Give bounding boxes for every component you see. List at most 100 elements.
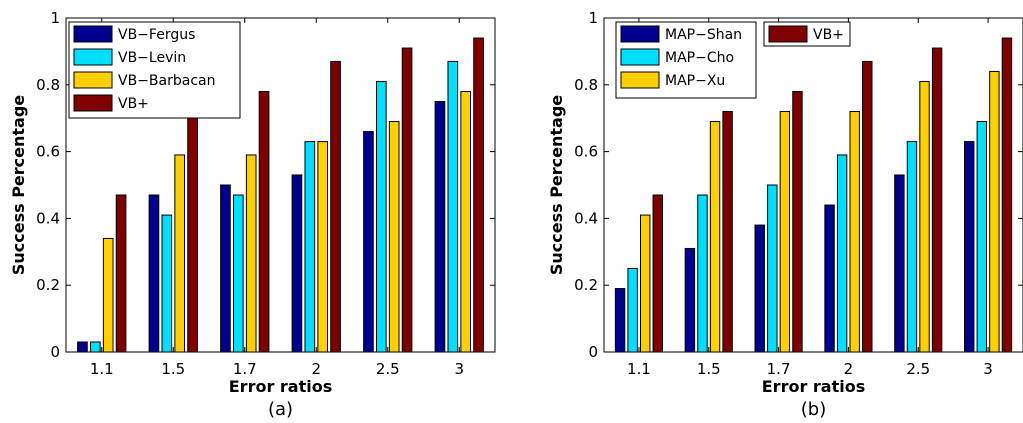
legend: VB−Fergus VB−Levin VB−Barbacan VB+ [68,21,241,119]
bar [102,237,114,353]
legend-swatch [620,25,660,43]
bar [849,111,860,353]
bar [976,121,988,353]
legend-label: MAP−Xu [665,73,725,89]
bar [767,184,778,353]
bar [627,268,638,353]
bar [161,214,173,353]
bar [148,194,160,353]
x-tick-label: 2.5 [376,360,400,378]
legend-label: VB+ [813,27,844,43]
bar [174,154,186,353]
bar [187,111,198,353]
bar [447,60,459,353]
legend-label: VB+ [118,96,149,112]
legend-swatch [768,25,808,43]
bar [401,47,413,353]
x-axis-label: Error ratios [762,377,866,396]
legend: VB+ [763,21,851,47]
legend-swatch [73,94,113,112]
bar [1001,37,1013,353]
y-tick-label: 1 [588,9,598,27]
bar [473,37,484,353]
y-tick-label: 0.4 [574,209,598,227]
x-tick-label: 1.1 [90,360,114,378]
legend-swatch [73,71,113,89]
bar [906,141,918,353]
legend-swatch [73,48,113,66]
bar [697,194,708,353]
bar [220,184,231,353]
bar [722,111,733,353]
legend-label: VB−Levin [118,50,186,66]
legend-swatch [620,48,660,66]
legend-label: MAP−Cho [665,50,734,66]
y-tick-label: 0 [588,343,598,361]
bar [919,80,930,353]
y-axis-label: Success Percentage [547,95,566,275]
y-tick-label: 0.2 [574,276,598,294]
y-tick-label: 0 [50,343,60,361]
bar [77,341,88,353]
bar [245,154,257,353]
y-tick-label: 0.8 [574,76,598,94]
bar [894,174,905,353]
panel-caption: (b) [801,399,826,420]
panel-caption: (a) [268,399,293,420]
bar [434,101,446,353]
x-tick-label: 1.5 [161,360,185,378]
legend: MAP−Shan MAP−Cho MAP−Xu [615,21,757,99]
y-tick-label: 0.6 [36,143,60,161]
legend-label: VB−Fergus [118,27,195,43]
x-axis-label: Error ratios [229,377,333,396]
bar [614,288,626,353]
bar [862,60,873,353]
bar [652,194,663,353]
y-tick-label: 0.6 [574,143,598,161]
x-tick-label: 2 [844,360,854,378]
bar [684,247,696,353]
bar [836,154,848,353]
legend-label: VB−Barbacan [118,73,215,89]
bar [460,90,472,353]
bar [304,141,316,353]
bar [375,80,387,353]
legend-swatch [73,25,113,43]
bar [779,111,791,353]
y-axis-label: Success Percentage [9,95,28,275]
x-tick-label: 3 [983,360,993,378]
chart-panel-b: 0 0.2 0.4 0.6 0.8 1 1.1 1.5 1.7 2 2.5 3 Error ratios… [547,9,1023,420]
y-tick-label: 0.2 [36,276,60,294]
bar [291,174,303,353]
x-tick-label: 2.5 [906,360,930,378]
bar [363,131,374,353]
x-tick-label: 1.7 [233,360,257,378]
bar [317,141,329,353]
bar [639,214,651,353]
y-tick-label: 0.4 [36,209,60,227]
legend-label: MAP−Shan [665,27,742,43]
x-tick-label: 2 [311,360,321,378]
plot-area-frame [603,17,1023,353]
bar [115,194,127,353]
bar [232,194,244,353]
plot-area-frame [65,17,496,353]
bar [258,90,270,353]
chart-panel-a: 0 0.2 0.4 0.6 0.8 1 1.1 1.5 1.7 2 2.5 3 Error ratios… [9,9,496,420]
bar [989,70,1000,353]
bar [931,47,943,353]
y-tick-label: 1 [50,9,60,27]
y-tick-label: 0.8 [36,76,60,94]
bar [792,90,803,353]
x-tick-label: 3 [454,360,464,378]
bar [330,60,341,353]
bar [964,141,975,353]
x-tick-label: 1.5 [697,360,721,378]
x-tick-label: 1.1 [627,360,651,378]
bar [754,224,765,353]
x-tick-label: 1.7 [767,360,791,378]
legend-swatch [620,71,660,89]
bar [388,121,400,353]
bar [824,204,835,353]
